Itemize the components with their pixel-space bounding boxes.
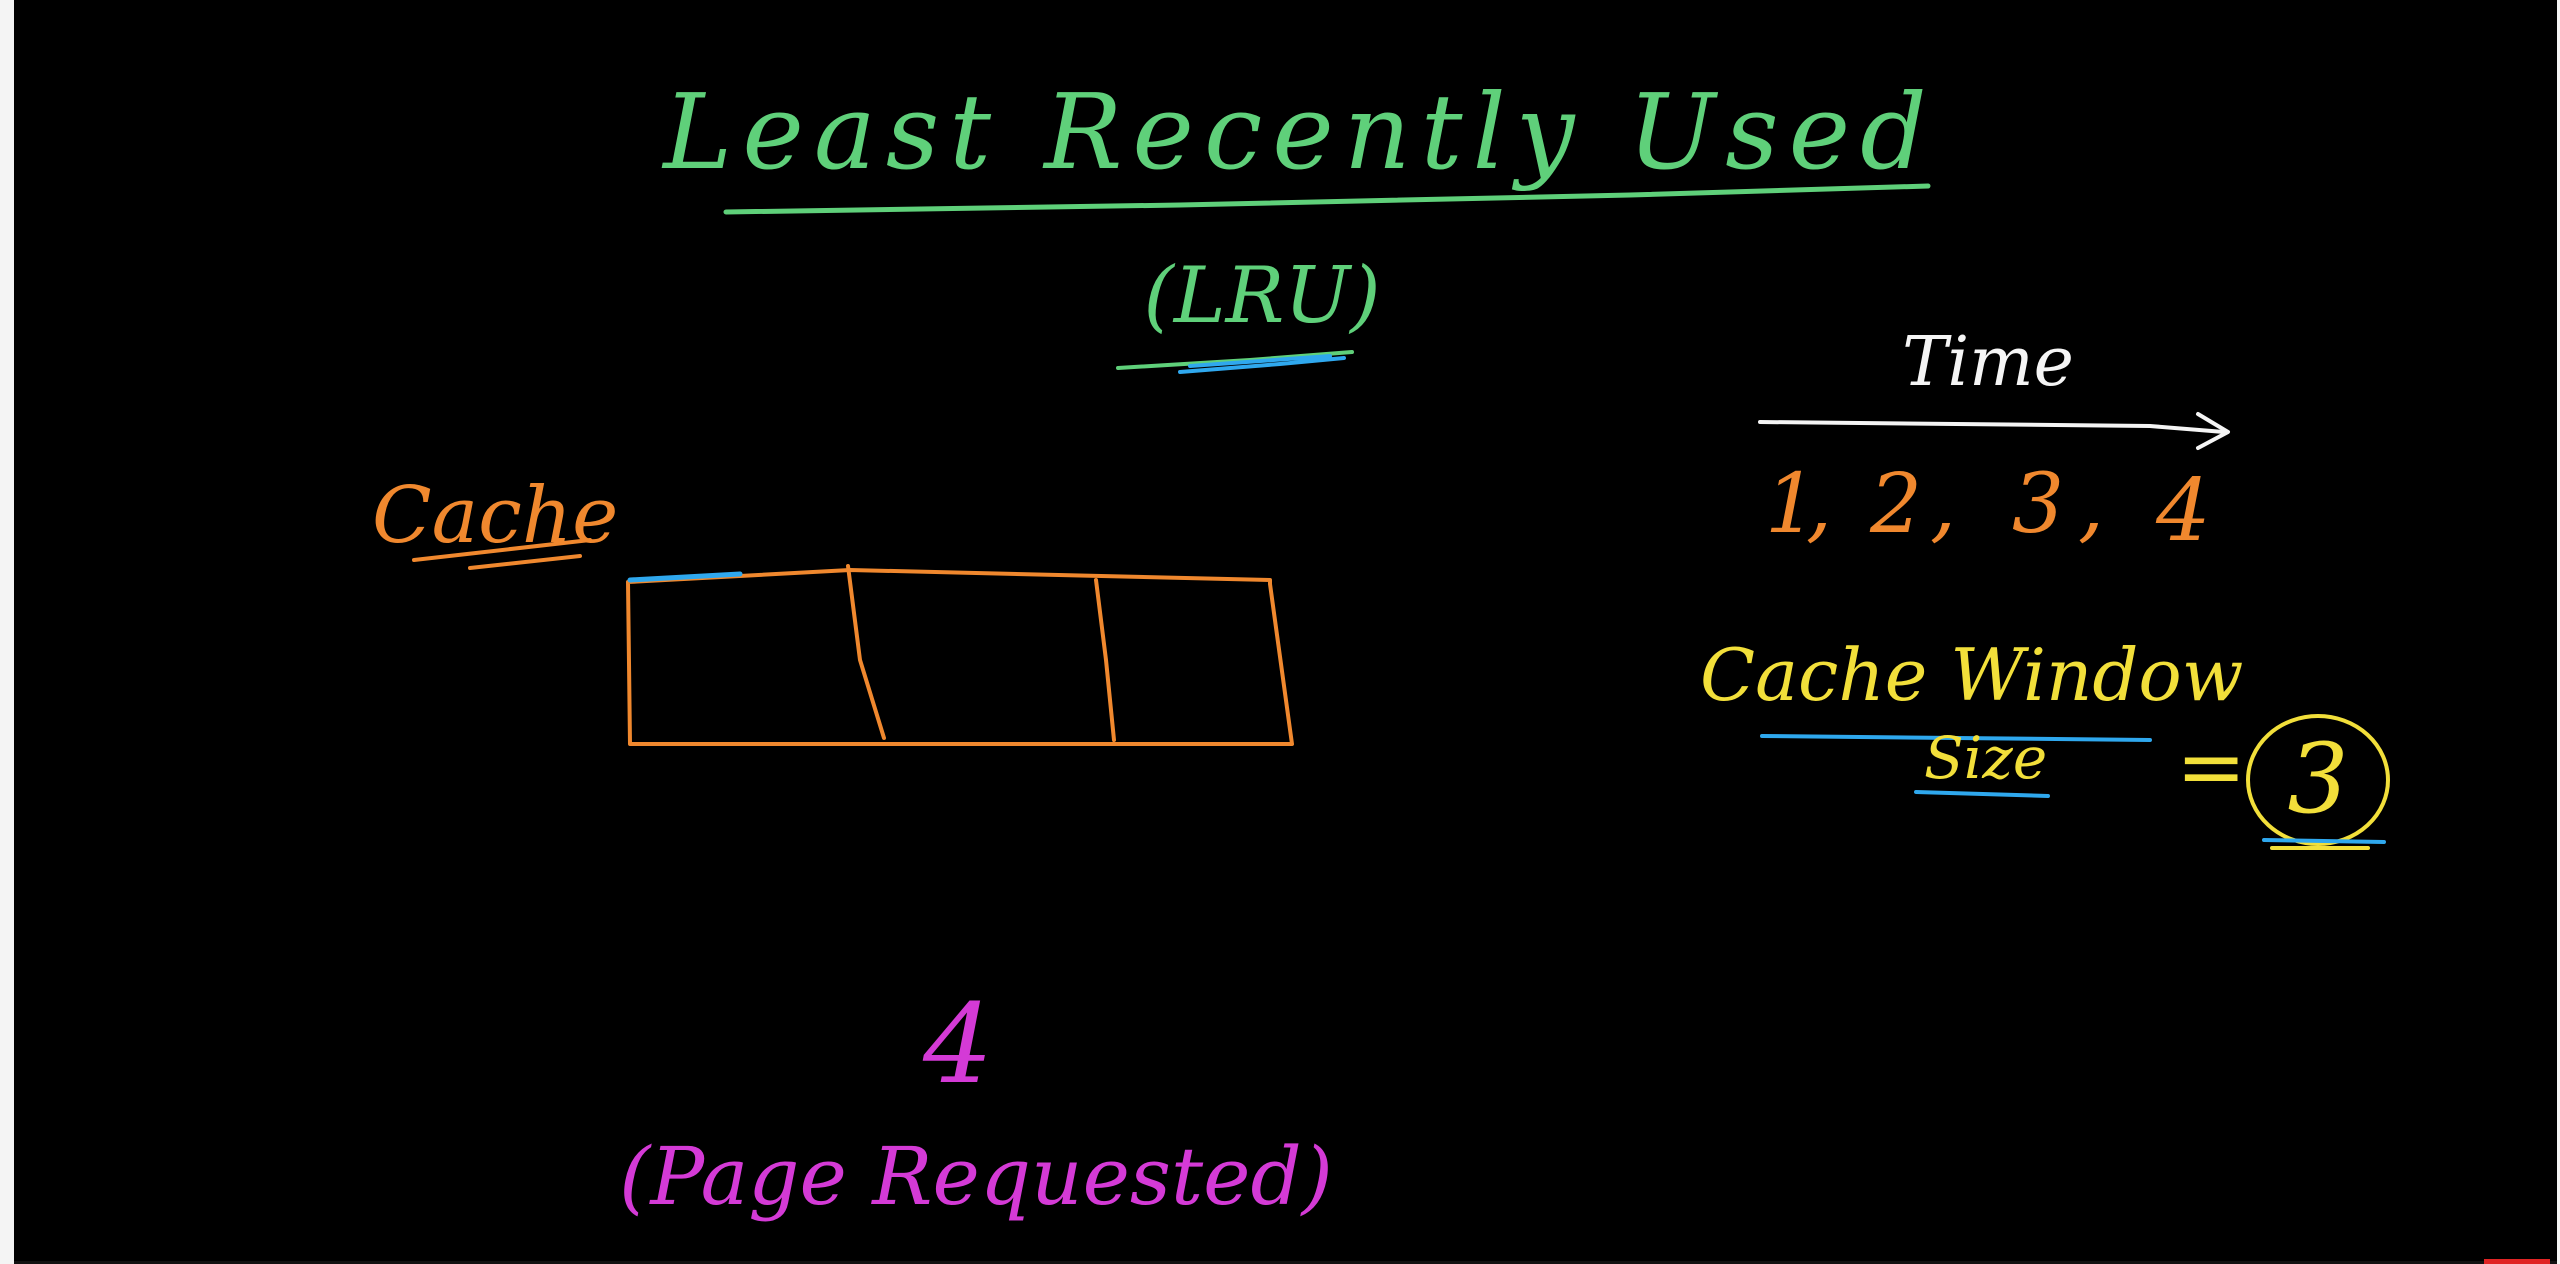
subtitle-group: (LRU) xyxy=(1116,251,1381,374)
size-label: Size xyxy=(1924,724,2047,792)
subtitle: (LRU) xyxy=(1143,251,1380,341)
seq-item-4: 4 xyxy=(2155,461,2211,561)
seq-item-3: 3 xyxy=(2012,457,2064,552)
cache-slot-divider-2 xyxy=(1094,578,1116,742)
cache-box-outline xyxy=(626,568,1294,746)
cache-label: Cache xyxy=(372,471,618,561)
time-arrow-line xyxy=(1758,420,2226,434)
right-window-edge xyxy=(2557,0,2560,1264)
cache-slot-divider-1 xyxy=(846,564,886,740)
progress-marker xyxy=(2484,1259,2550,1264)
cache-box-blue-accent xyxy=(627,571,743,583)
window-size-group: Cache Window Size = 3 xyxy=(1700,633,2390,850)
window-underline-blue xyxy=(1760,734,2152,742)
cache-underline-2 xyxy=(468,554,582,570)
cache-label-group: Cache xyxy=(372,471,618,570)
equals-sign: = xyxy=(2176,718,2246,816)
size-underline-blue xyxy=(1914,790,2050,798)
time-arrow-head xyxy=(2196,412,2230,450)
bottom-bar xyxy=(14,1261,2557,1264)
request-group: 4 (Page Requested) xyxy=(619,980,1333,1223)
window-label: Cache Window xyxy=(1700,633,2243,717)
cache-box xyxy=(626,564,1294,746)
seq-item-1: 1 xyxy=(1765,457,1817,552)
window-size-value: 3 xyxy=(2287,723,2348,835)
title-group: Least Recently Used xyxy=(661,71,1936,215)
requested-caption: (Page Requested) xyxy=(619,1130,1333,1223)
left-window-edge xyxy=(0,0,14,1264)
seq-comma-3: , xyxy=(2078,457,2104,552)
cache-underline-1 xyxy=(412,538,592,562)
time-label: Time xyxy=(1902,323,2074,402)
subtitle-underline-blue xyxy=(1178,354,1346,374)
window-size-underline-blue xyxy=(2262,838,2386,844)
time-group: Time xyxy=(1758,323,2230,450)
window-size-circle xyxy=(2246,714,2390,846)
seq-comma-2: , xyxy=(1930,457,1956,552)
sequence-group: 1 , 2 , 3 , 4 xyxy=(1765,457,2211,561)
seq-item-2: 2 xyxy=(1869,457,1922,552)
seq-comma-1: , xyxy=(1806,457,1832,552)
title: Least Recently Used xyxy=(661,71,1936,193)
title-underline xyxy=(723,183,1931,215)
requested-page: 4 xyxy=(922,980,993,1108)
